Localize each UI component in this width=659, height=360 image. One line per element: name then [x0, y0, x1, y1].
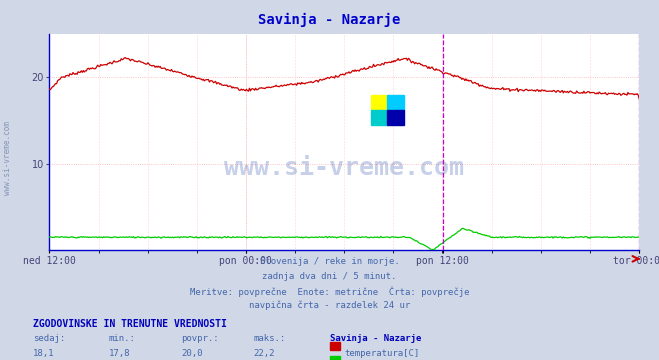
Text: 20,0: 20,0 [181, 349, 203, 358]
Text: maks.:: maks.: [254, 334, 286, 343]
Text: www.si-vreme.com: www.si-vreme.com [224, 156, 465, 180]
Bar [387, 110, 404, 125]
Text: sedaj:: sedaj: [33, 334, 65, 343]
Text: povpr.:: povpr.: [181, 334, 219, 343]
Bar [371, 110, 387, 125]
Text: 17,8: 17,8 [109, 349, 130, 358]
Text: www.si-vreme.com: www.si-vreme.com [3, 121, 13, 195]
Text: min.:: min.: [109, 334, 136, 343]
Text: navpična črta - razdelek 24 ur: navpična črta - razdelek 24 ur [249, 301, 410, 310]
Text: Slovenija / reke in morje.: Slovenija / reke in morje. [260, 257, 399, 266]
Text: Savinja - Nazarje: Savinja - Nazarje [258, 13, 401, 27]
Bar [371, 95, 387, 110]
Bar [387, 95, 404, 110]
Text: 18,1: 18,1 [33, 349, 55, 358]
Text: zadnja dva dni / 5 minut.: zadnja dva dni / 5 minut. [262, 272, 397, 281]
Text: temperatura[C]: temperatura[C] [344, 349, 419, 358]
Text: Meritve: povprečne  Enote: metrične  Črta: povprečje: Meritve: povprečne Enote: metrične Črta:… [190, 286, 469, 297]
Text: ZGODOVINSKE IN TRENUTNE VREDNOSTI: ZGODOVINSKE IN TRENUTNE VREDNOSTI [33, 319, 227, 329]
Text: Savinja - Nazarje: Savinja - Nazarje [330, 334, 421, 343]
Text: 22,2: 22,2 [254, 349, 275, 358]
